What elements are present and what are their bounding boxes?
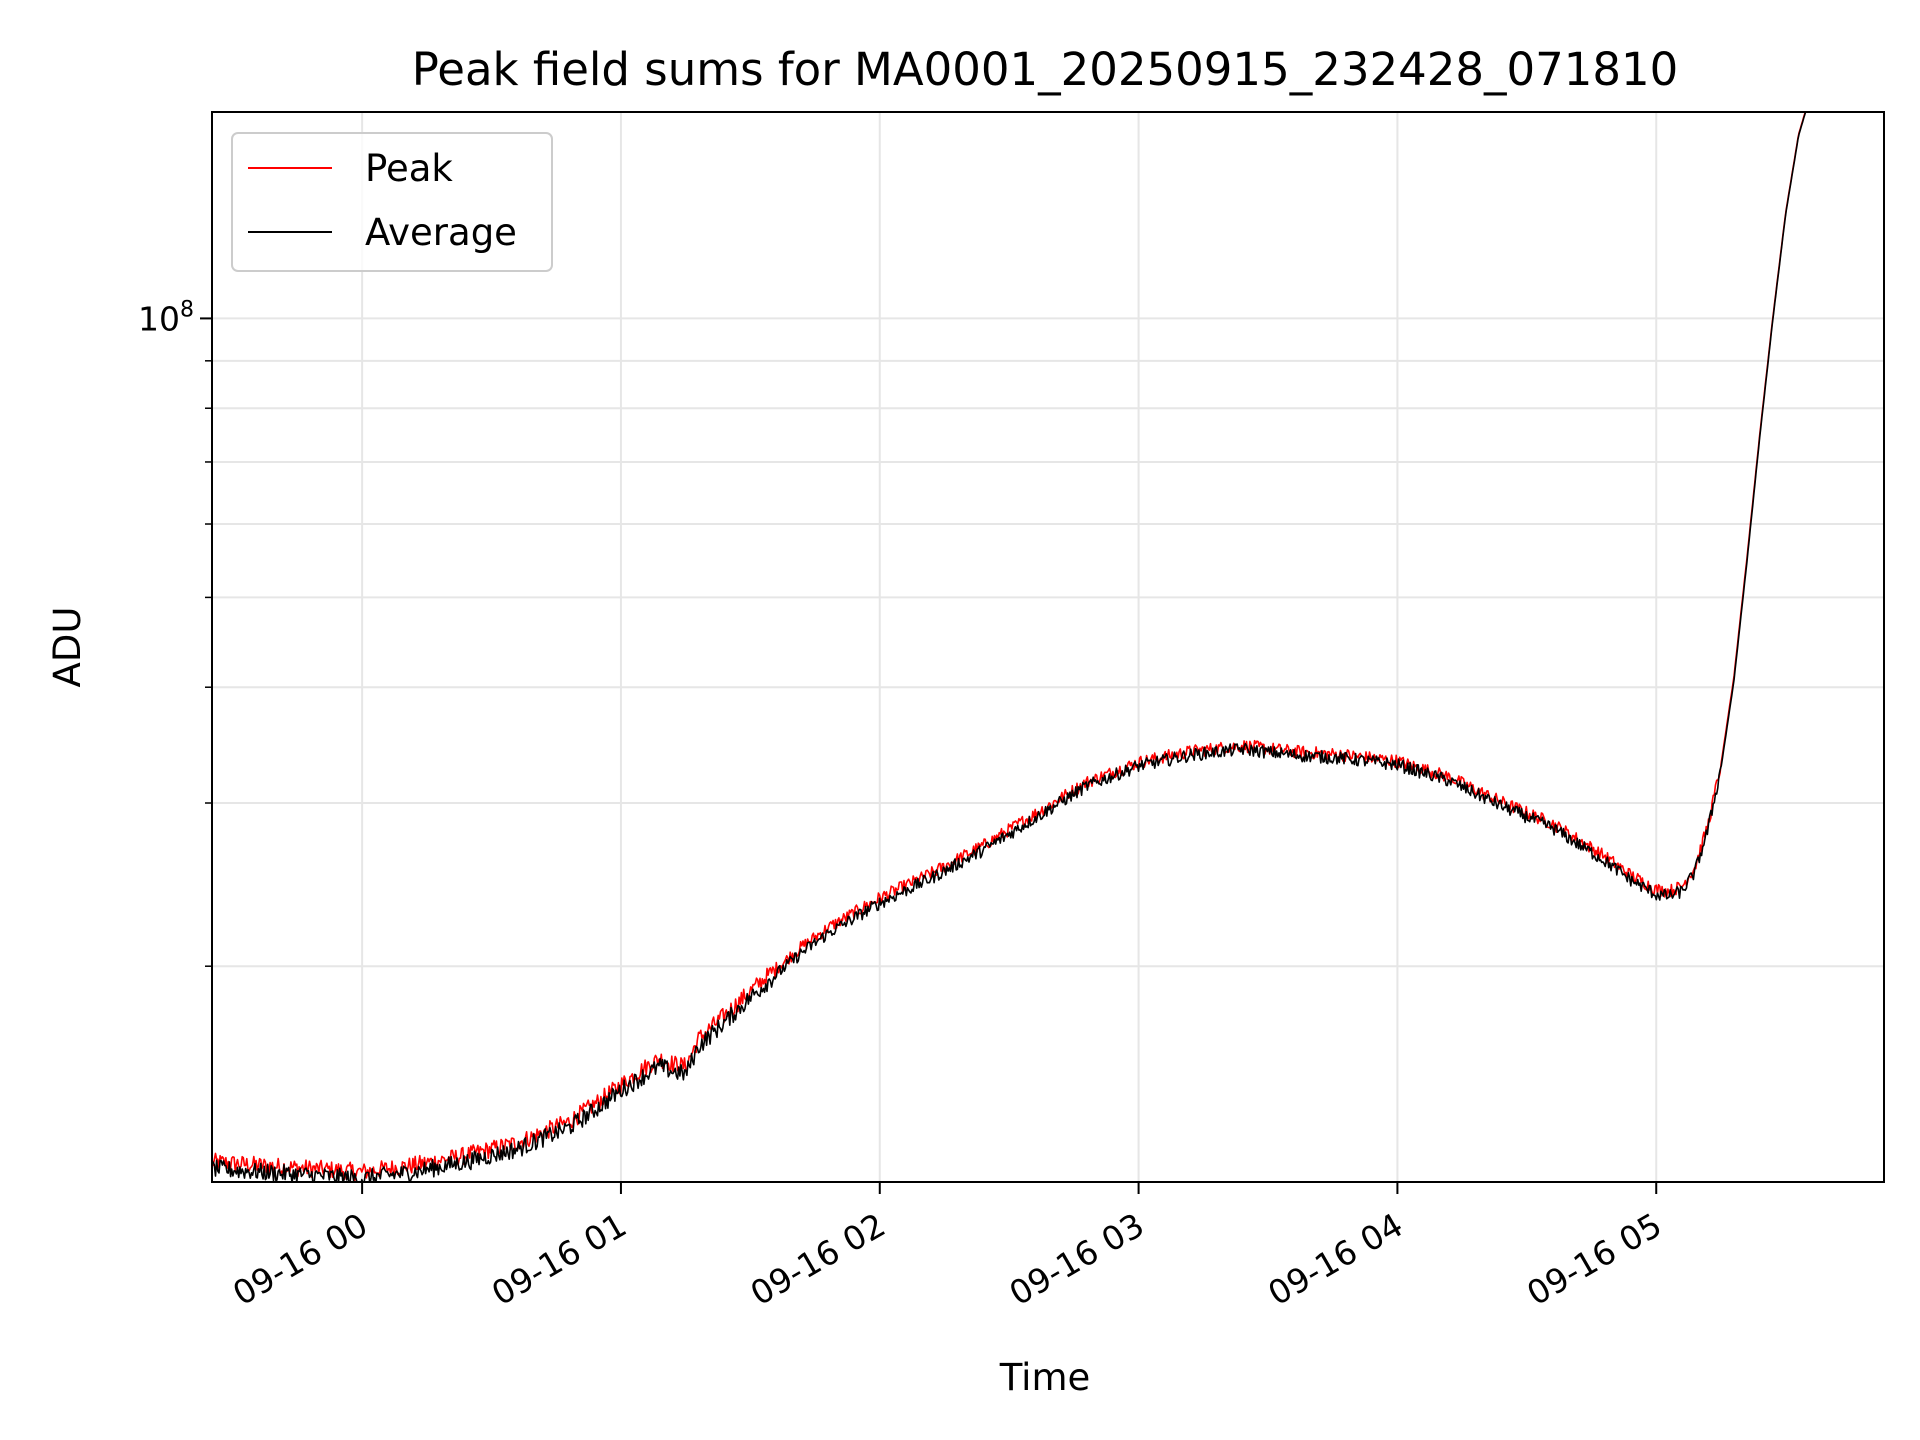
chart-title: Peak field sums for MA0001_20250915_2324… (412, 43, 1679, 96)
plot-frame (211, 111, 1885, 1183)
legend-average-label: Average (365, 211, 517, 254)
y-tick-label: 108 (138, 297, 194, 338)
y-axis-label: ADU (46, 607, 89, 688)
legend-peak-label: Peak (365, 147, 453, 190)
series-line-average (212, 112, 1807, 1182)
x-axis-label: Time (999, 1356, 1091, 1399)
legend: Peak Average (231, 132, 553, 272)
grid (212, 112, 1884, 1182)
series-lines (212, 112, 1807, 1182)
